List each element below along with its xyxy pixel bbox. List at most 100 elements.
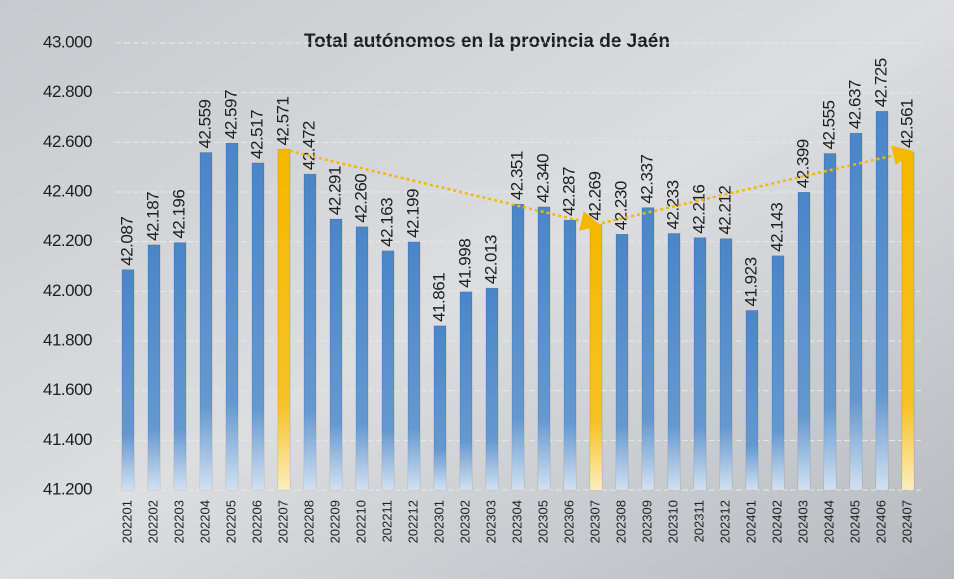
x-tick-label: 202401 [743, 500, 758, 543]
value-label: 42.260 [351, 174, 370, 223]
x-tick-label: 202403 [795, 500, 810, 543]
x-tick-label: 202308 [613, 500, 628, 543]
bar-fade [122, 270, 134, 490]
bar-fade [356, 227, 368, 490]
bar-fade [460, 292, 472, 490]
bar-fade [694, 238, 706, 490]
x-tick-label: 202306 [561, 500, 576, 543]
chart-title: Total autónomos en la provincia de Jaén [304, 31, 670, 52]
x-tick-label: 202202 [145, 500, 160, 543]
x-tick-label: 202211 [379, 500, 394, 542]
x-tick-label: 202311 [691, 500, 706, 542]
x-tick-label: 202302 [457, 500, 472, 543]
value-label: 42.337 [637, 155, 656, 204]
bar-fade [564, 220, 576, 490]
value-label: 42.637 [845, 80, 864, 129]
bar-fade [616, 234, 628, 490]
bar-fade [720, 239, 732, 490]
value-label: 42.199 [403, 189, 422, 238]
y-tick-label: 42.200 [43, 231, 92, 250]
bar-fade [746, 310, 758, 490]
x-tick-label: 202309 [639, 500, 654, 543]
bar-fade [876, 111, 888, 490]
value-label: 42.571 [273, 96, 292, 145]
bar-fade [512, 204, 524, 490]
x-tick-label: 202205 [223, 500, 238, 543]
x-tick-label: 202206 [249, 500, 264, 543]
bar-fade [902, 152, 914, 490]
value-label: 42.196 [169, 190, 188, 239]
bar-fade [668, 233, 680, 490]
x-tick-label: 202305 [535, 500, 550, 543]
bar-fade [642, 208, 654, 490]
value-label: 42.472 [299, 121, 318, 170]
value-label: 42.216 [689, 185, 708, 234]
x-tick-label: 202307 [587, 500, 602, 543]
value-label: 42.517 [247, 110, 266, 159]
value-label: 42.291 [325, 166, 344, 215]
x-tick-label: 202310 [665, 500, 680, 543]
value-label: 41.861 [429, 273, 448, 322]
value-label: 42.559 [195, 99, 214, 148]
bar-fade [434, 326, 446, 490]
x-tick-label: 202301 [431, 500, 446, 543]
bar-fade [252, 163, 264, 490]
bar-fade [200, 153, 212, 490]
bar-fade [278, 150, 290, 490]
y-tick-label: 41.200 [43, 479, 92, 498]
value-label: 42.597 [221, 90, 240, 139]
bar-fade [850, 133, 862, 490]
bar-fade [798, 192, 810, 490]
x-tick-label: 202407 [899, 500, 914, 543]
y-tick-label: 41.800 [43, 330, 92, 349]
value-label: 41.923 [741, 257, 760, 306]
y-tick-label: 42.000 [43, 281, 92, 300]
bar-fade [590, 225, 602, 490]
bar-fade [824, 154, 836, 490]
y-tick-label: 42.600 [43, 132, 92, 151]
bar-fade [486, 288, 498, 490]
y-tick-label: 42.800 [43, 82, 92, 101]
value-label: 42.725 [871, 58, 890, 107]
y-tick-label: 41.400 [43, 430, 92, 449]
value-label: 42.187 [143, 192, 162, 241]
value-label: 41.998 [455, 239, 474, 288]
x-tick-label: 202208 [301, 500, 316, 543]
x-tick-label: 202203 [171, 500, 186, 543]
value-label: 42.230 [611, 181, 630, 230]
x-tick-label: 202209 [327, 500, 342, 543]
bar-fade [304, 174, 316, 490]
page: {"chart_data": {"type": "bar", "title": … [0, 0, 954, 579]
value-label: 42.087 [117, 217, 136, 266]
x-tick-label: 202404 [821, 500, 836, 543]
overlay [0, 0, 954, 579]
chart: Total autónomos en la provincia de Jaén … [0, 0, 954, 579]
value-label: 42.340 [533, 154, 552, 203]
value-label: 42.399 [793, 139, 812, 188]
value-label: 42.143 [767, 203, 786, 252]
y-tick-label: 41.600 [43, 380, 92, 399]
x-tick-label: 202405 [847, 500, 862, 543]
bar-fade [772, 256, 784, 490]
bar-fade [226, 143, 238, 490]
bar-fade [382, 251, 394, 490]
x-tick-label: 202207 [275, 500, 290, 543]
value-label: 42.287 [559, 167, 578, 216]
bar-fade [330, 219, 342, 490]
value-label: 42.555 [819, 100, 838, 149]
x-tick-label: 202303 [483, 500, 498, 543]
x-tick-label: 202204 [197, 500, 212, 543]
value-label: 42.163 [377, 198, 396, 247]
x-tick-label: 202212 [405, 500, 420, 543]
x-tick-label: 202304 [509, 500, 524, 543]
y-tick-label: 42.400 [43, 181, 92, 200]
value-label: 42.269 [585, 171, 604, 220]
bar-fade [148, 245, 160, 490]
x-tick-label: 202210 [353, 500, 368, 543]
bar-fade [538, 207, 550, 490]
value-label: 42.351 [507, 151, 526, 200]
bar-fade [174, 243, 186, 490]
x-tick-label: 202312 [717, 500, 732, 543]
x-tick-label: 202201 [119, 500, 134, 543]
value-label: 42.561 [897, 99, 916, 148]
